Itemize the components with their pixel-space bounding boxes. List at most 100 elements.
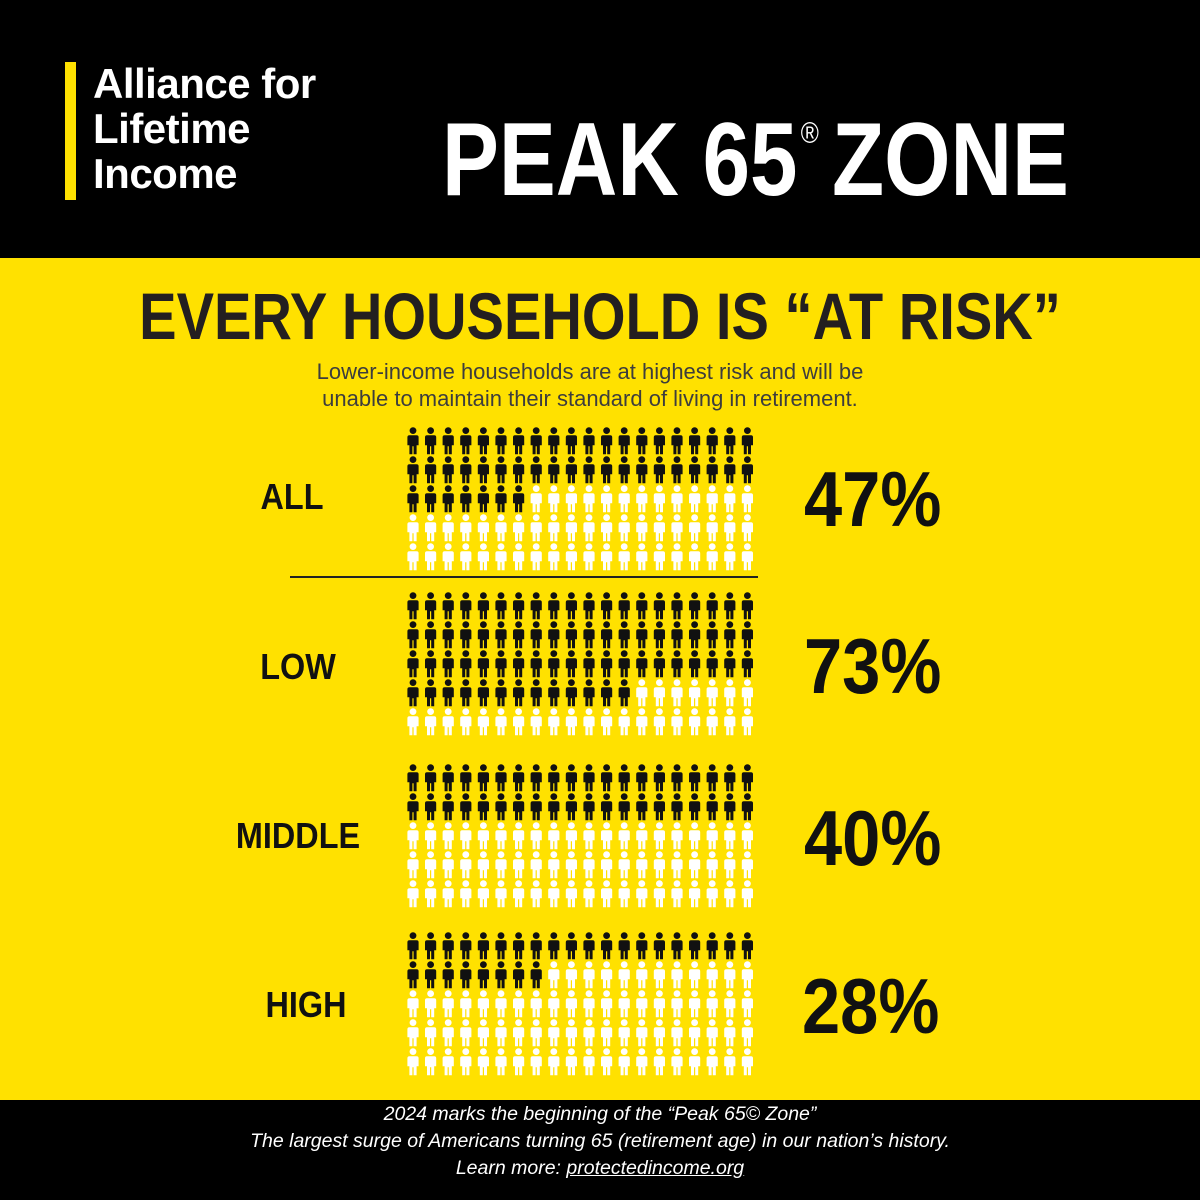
person-icon <box>477 990 489 1018</box>
person-icon-at-risk <box>565 932 577 960</box>
footer-line: The largest surge of Americans turning 6… <box>250 1130 950 1152</box>
person-icon <box>460 822 472 850</box>
person-icon <box>513 880 525 908</box>
person-icon <box>530 543 542 571</box>
person-icon-at-risk <box>460 793 472 821</box>
page-title: PEAK 65 ® ZONE <box>442 74 1069 220</box>
person-icon <box>706 543 718 571</box>
person-icon-at-risk <box>671 793 683 821</box>
person-icon-at-risk <box>407 793 419 821</box>
person-icon <box>653 679 665 707</box>
icon-grid-middle <box>407 764 753 908</box>
person-icon-at-risk <box>513 932 525 960</box>
row-label-high: HIGH <box>265 984 347 1025</box>
person-icon <box>565 1019 577 1047</box>
person-icon <box>706 514 718 542</box>
person-icon <box>425 1048 437 1076</box>
person-icon-at-risk <box>513 650 525 678</box>
person-icon-at-risk <box>583 592 595 620</box>
person-icon <box>583 708 595 736</box>
person-icon <box>530 851 542 879</box>
person-icon <box>653 708 665 736</box>
person-icon <box>724 1019 736 1047</box>
person-icon-at-risk <box>513 961 525 989</box>
person-icon-at-risk <box>407 485 419 513</box>
person-icon <box>583 822 595 850</box>
person-icon <box>618 1019 630 1047</box>
person-icon-at-risk <box>513 621 525 649</box>
person-icon-at-risk <box>442 793 454 821</box>
person-icon-at-risk <box>724 592 736 620</box>
person-icon <box>724 543 736 571</box>
person-icon-at-risk <box>442 592 454 620</box>
person-icon-at-risk <box>636 793 648 821</box>
person-icon <box>530 485 542 513</box>
person-icon-at-risk <box>653 456 665 484</box>
person-icon <box>601 514 613 542</box>
person-icon <box>601 851 613 879</box>
person-icon <box>706 679 718 707</box>
person-icon-at-risk <box>565 764 577 792</box>
person-icon-at-risk <box>706 621 718 649</box>
person-icon <box>724 851 736 879</box>
person-icon-at-risk <box>653 793 665 821</box>
website-link[interactable]: protectedincome.org <box>566 1157 745 1179</box>
person-icon-at-risk <box>425 679 437 707</box>
person-icon <box>689 514 701 542</box>
person-icon-at-risk <box>460 764 472 792</box>
person-icon <box>689 851 701 879</box>
footer: 2024 marks the beginning of the “Peak 65… <box>0 1100 1200 1200</box>
person-icon-at-risk <box>460 961 472 989</box>
person-icon <box>548 708 560 736</box>
person-icon <box>513 514 525 542</box>
person-icon <box>618 990 630 1018</box>
person-icon-at-risk <box>671 932 683 960</box>
person-icon <box>548 1019 560 1047</box>
person-icon <box>618 961 630 989</box>
person-icon <box>583 961 595 989</box>
person-icon <box>583 990 595 1018</box>
person-icon-at-risk <box>495 650 507 678</box>
person-icon-at-risk <box>530 592 542 620</box>
person-icon-at-risk <box>495 427 507 455</box>
person-icon <box>653 880 665 908</box>
person-icon-at-risk <box>548 621 560 649</box>
person-icon <box>425 880 437 908</box>
person-icon-at-risk <box>460 592 472 620</box>
person-icon-at-risk <box>618 456 630 484</box>
person-icon-at-risk <box>513 679 525 707</box>
person-icon <box>425 851 437 879</box>
person-icon-at-risk <box>618 932 630 960</box>
person-icon <box>601 822 613 850</box>
person-icon-at-risk <box>460 932 472 960</box>
person-icon <box>636 990 648 1018</box>
person-icon <box>741 543 753 571</box>
person-icon <box>460 1048 472 1076</box>
logo-line: Alliance for <box>93 60 316 107</box>
person-icon-at-risk <box>601 650 613 678</box>
person-icon <box>477 1048 489 1076</box>
person-icon-at-risk <box>724 793 736 821</box>
person-icon <box>460 990 472 1018</box>
person-icon-at-risk <box>689 650 701 678</box>
person-icon-at-risk <box>741 932 753 960</box>
person-icon-at-risk <box>548 456 560 484</box>
person-icon-at-risk <box>601 427 613 455</box>
person-icon <box>425 543 437 571</box>
person-icon <box>477 708 489 736</box>
person-icon-at-risk <box>636 932 648 960</box>
person-icon-at-risk <box>548 592 560 620</box>
person-icon <box>706 708 718 736</box>
person-icon-at-risk <box>548 793 560 821</box>
value-label-high: 28% <box>802 962 940 1050</box>
person-icon-at-risk <box>706 764 718 792</box>
person-icon <box>477 543 489 571</box>
value-label-low: 73% <box>804 622 942 710</box>
person-icon <box>460 543 472 571</box>
person-icon <box>583 543 595 571</box>
person-icon <box>706 485 718 513</box>
person-icon <box>741 990 753 1018</box>
person-icon-at-risk <box>601 793 613 821</box>
person-icon-at-risk <box>548 427 560 455</box>
person-icon-at-risk <box>477 427 489 455</box>
